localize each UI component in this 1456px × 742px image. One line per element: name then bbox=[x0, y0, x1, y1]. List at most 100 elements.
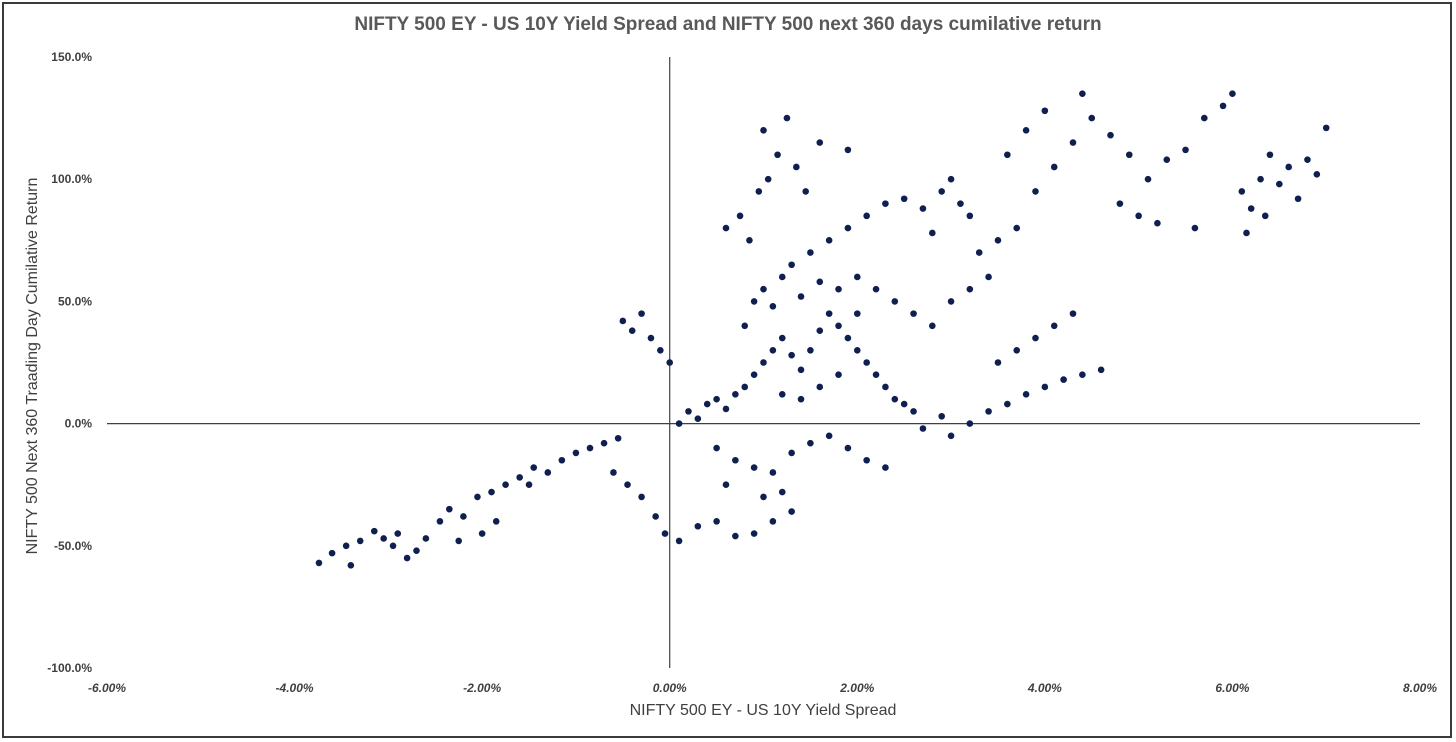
x-tick-label: 2.00% bbox=[839, 681, 874, 695]
data-point bbox=[947, 175, 955, 183]
data-point bbox=[802, 188, 810, 195]
data-point bbox=[938, 412, 945, 420]
data-point bbox=[713, 518, 720, 525]
data-point bbox=[853, 273, 861, 281]
x-tick-label: -6.00% bbox=[88, 681, 126, 695]
data-point bbox=[769, 518, 777, 525]
data-point bbox=[797, 366, 805, 374]
data-point bbox=[1041, 107, 1049, 115]
data-point bbox=[1191, 224, 1199, 232]
data-point bbox=[1200, 114, 1208, 122]
data-point bbox=[975, 249, 983, 256]
data-point bbox=[600, 439, 608, 447]
data-point bbox=[835, 285, 842, 293]
data-point bbox=[985, 273, 992, 281]
data-point bbox=[614, 434, 622, 442]
data-point bbox=[900, 195, 908, 203]
data-point bbox=[1144, 175, 1152, 183]
x-tick-label: -2.00% bbox=[463, 681, 501, 695]
data-point bbox=[1004, 400, 1011, 408]
data-point bbox=[816, 383, 824, 391]
data-point bbox=[713, 444, 720, 452]
data-point bbox=[835, 371, 842, 379]
x-tick-label: 4.00% bbox=[1027, 681, 1062, 695]
data-point bbox=[1243, 229, 1250, 237]
data-point bbox=[525, 481, 533, 489]
data-point bbox=[882, 464, 889, 471]
data-point bbox=[807, 439, 814, 447]
data-point bbox=[750, 464, 758, 471]
data-point bbox=[929, 322, 936, 330]
data-point bbox=[891, 298, 899, 305]
data-point bbox=[394, 530, 402, 537]
data-point bbox=[1004, 151, 1011, 159]
data-point bbox=[502, 481, 509, 489]
data-point bbox=[807, 249, 814, 256]
data-point bbox=[882, 200, 889, 207]
data-point bbox=[1050, 322, 1058, 330]
data-point bbox=[1069, 139, 1077, 146]
data-point bbox=[778, 488, 786, 496]
data-point bbox=[413, 547, 420, 554]
data-point bbox=[919, 425, 927, 432]
y-tick-label: 100.0% bbox=[51, 172, 92, 186]
data-point bbox=[750, 530, 758, 537]
data-point bbox=[1313, 171, 1321, 178]
data-point bbox=[853, 310, 861, 317]
data-point bbox=[797, 293, 805, 300]
data-point bbox=[722, 405, 730, 413]
data-point bbox=[760, 285, 767, 293]
data-point bbox=[455, 537, 462, 545]
data-point bbox=[994, 359, 1002, 366]
data-point bbox=[1069, 310, 1077, 317]
data-point bbox=[1276, 180, 1283, 188]
data-point bbox=[844, 224, 852, 232]
x-axis-label: NIFTY 500 EY - US 10Y Yield Spread bbox=[629, 702, 897, 719]
data-point bbox=[816, 139, 824, 146]
data-point bbox=[1079, 371, 1086, 379]
data-point bbox=[1107, 131, 1114, 139]
data-point bbox=[891, 395, 899, 403]
data-point bbox=[422, 535, 430, 542]
data-point bbox=[1079, 90, 1086, 97]
data-point bbox=[1257, 175, 1264, 183]
data-point bbox=[825, 432, 833, 440]
x-tick-label: 8.00% bbox=[1403, 681, 1437, 695]
data-point bbox=[844, 146, 852, 154]
x-tick-label: 0.00% bbox=[653, 681, 687, 695]
data-point bbox=[1247, 205, 1255, 212]
data-point bbox=[788, 351, 795, 359]
y-tick-label: 50.0% bbox=[58, 294, 92, 308]
data-point bbox=[919, 205, 927, 212]
data-point bbox=[370, 527, 378, 535]
data-point bbox=[1097, 366, 1105, 374]
data-point bbox=[764, 175, 772, 183]
data-point bbox=[778, 273, 786, 281]
data-point bbox=[1088, 114, 1096, 122]
data-point bbox=[910, 310, 917, 317]
data-point bbox=[315, 559, 323, 567]
data-point bbox=[835, 322, 842, 330]
data-point bbox=[957, 200, 964, 207]
data-point bbox=[638, 493, 645, 501]
data-point bbox=[863, 212, 870, 220]
data-point bbox=[750, 371, 758, 379]
data-point bbox=[1229, 90, 1236, 97]
data-point bbox=[1163, 156, 1171, 163]
data-point bbox=[825, 237, 833, 244]
data-point bbox=[807, 346, 814, 354]
data-point bbox=[619, 317, 627, 325]
data-point bbox=[544, 469, 552, 476]
data-point bbox=[1032, 334, 1039, 342]
data-point bbox=[685, 408, 692, 415]
data-point bbox=[1013, 224, 1021, 232]
data-point bbox=[694, 415, 702, 423]
data-point bbox=[347, 562, 355, 569]
data-point bbox=[530, 464, 538, 471]
data-point bbox=[460, 513, 467, 520]
data-point bbox=[1238, 188, 1246, 195]
data-point bbox=[1285, 163, 1292, 171]
data-point bbox=[825, 310, 833, 317]
data-point bbox=[755, 188, 763, 195]
